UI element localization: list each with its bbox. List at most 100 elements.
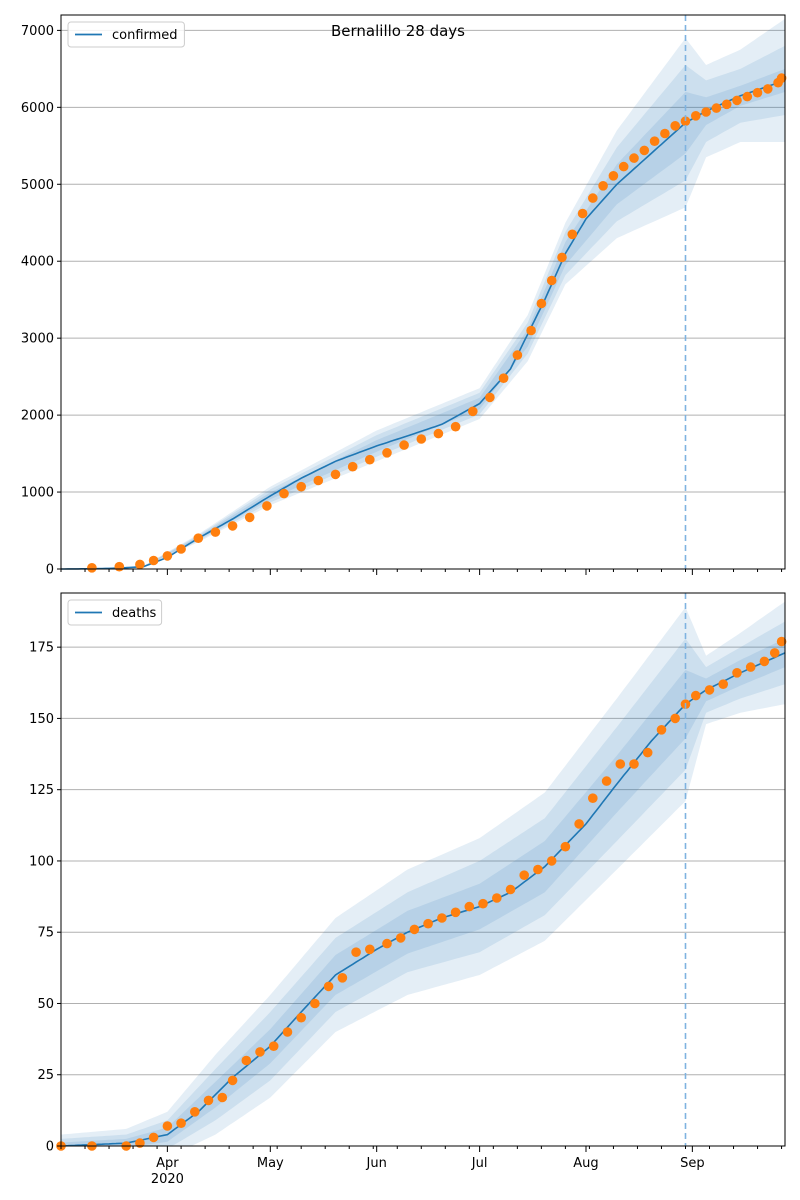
observed-point — [691, 111, 701, 121]
observed-point — [615, 759, 626, 769]
observed-point — [176, 1118, 186, 1128]
observed-point — [382, 938, 392, 949]
observed-point — [365, 454, 375, 465]
observed-point — [262, 501, 272, 511]
observed-point — [478, 898, 488, 909]
observed-point — [670, 713, 680, 724]
y-tick-label: 1000 — [21, 486, 54, 501]
observed-point — [567, 229, 578, 240]
observed-point — [574, 819, 584, 829]
observed-point — [409, 924, 420, 935]
observed-point — [718, 679, 728, 689]
observed-point — [492, 893, 502, 903]
observed-point — [227, 521, 238, 531]
observed-point — [296, 481, 307, 492]
x-tick-label: May — [257, 1156, 284, 1171]
observed-point — [268, 1041, 279, 1051]
observed-point — [210, 527, 221, 537]
legend-label: confirmed — [112, 28, 178, 43]
observed-point — [347, 461, 358, 472]
observed-point — [193, 533, 204, 543]
observed-point — [704, 685, 715, 695]
observed-point — [498, 373, 509, 384]
observed-point — [505, 884, 516, 895]
observed-point — [526, 325, 536, 336]
x-year-label: 2020 — [151, 1172, 184, 1187]
uncertainty-band — [61, 68, 785, 570]
confirmed-panel: 0 1000 2000 3000 4000 5000 6000 7000 confirmed — [21, 14, 787, 578]
observed-point — [323, 981, 334, 992]
uncertainty-band — [61, 621, 785, 1146]
observed-point — [577, 208, 588, 219]
observed-point — [227, 1075, 238, 1086]
y-tick-label: 4000 — [21, 255, 54, 270]
y-tick-label: 0 — [46, 563, 54, 578]
observed-point — [608, 171, 619, 181]
observed-point — [423, 918, 433, 929]
observed-point — [742, 91, 753, 102]
observed-point — [776, 636, 787, 647]
observed-point — [670, 121, 680, 131]
observed-point — [660, 128, 670, 139]
observed-point — [296, 1012, 307, 1023]
legend-box — [67, 599, 163, 626]
x-tick-label: Apr — [156, 1156, 179, 1171]
y-tick-label: 3000 — [21, 332, 54, 347]
observed-point — [763, 84, 773, 94]
legend-box — [67, 21, 185, 48]
observed-point — [148, 555, 159, 566]
observed-point — [546, 275, 557, 286]
observed-point — [437, 913, 447, 923]
observed-point — [776, 73, 787, 83]
figure-title: Bernalillo 28 days — [331, 22, 465, 40]
observed-point — [588, 793, 598, 803]
observed-point — [533, 864, 543, 875]
observed-point — [217, 1092, 228, 1103]
observed-point — [769, 648, 780, 658]
observed-point — [752, 87, 763, 98]
y-tick-label: 0 — [46, 1140, 54, 1155]
observed-point — [629, 153, 639, 163]
observed-point — [382, 448, 392, 458]
y-tick-label: 2000 — [21, 409, 54, 424]
observed-point — [721, 99, 732, 110]
observed-point — [135, 1138, 145, 1148]
observed-point — [639, 145, 650, 156]
observed-point — [162, 1121, 173, 1131]
observed-point — [745, 662, 756, 672]
observed-point — [711, 103, 722, 113]
x-tick-label: Jun — [366, 1156, 387, 1171]
observed-point — [691, 690, 701, 701]
observed-point — [701, 107, 711, 117]
observed-point — [395, 933, 406, 943]
observed-point — [351, 947, 361, 957]
observed-point — [649, 136, 660, 146]
x-tick-label: Aug — [573, 1156, 598, 1171]
observed-point — [512, 350, 523, 360]
observed-point — [135, 559, 145, 570]
observed-point — [337, 973, 348, 983]
uncertainty-band — [61, 601, 785, 1146]
plot-frame — [60, 14, 786, 570]
uncertainty-band — [61, 45, 785, 570]
y-tick-label: 75 — [37, 926, 54, 941]
observed-point — [162, 551, 173, 561]
observed-point — [190, 1107, 200, 1117]
observed-point — [557, 252, 567, 263]
observed-point — [282, 1027, 293, 1037]
observed-point — [203, 1095, 214, 1106]
y-tick-label: 7000 — [21, 24, 54, 39]
observed-point — [536, 298, 547, 309]
legend-label: deaths — [112, 606, 157, 621]
observed-point — [433, 428, 444, 439]
uncertainty-band — [61, 18, 785, 570]
observed-point — [450, 907, 461, 918]
observed-point — [588, 193, 598, 203]
observed-point — [759, 656, 770, 667]
y-tick-label: 6000 — [21, 101, 54, 116]
y-tick-label: 100 — [29, 854, 54, 869]
observed-point — [546, 856, 557, 866]
y-tick-label: 175 — [29, 641, 54, 656]
observed-point — [399, 440, 409, 450]
